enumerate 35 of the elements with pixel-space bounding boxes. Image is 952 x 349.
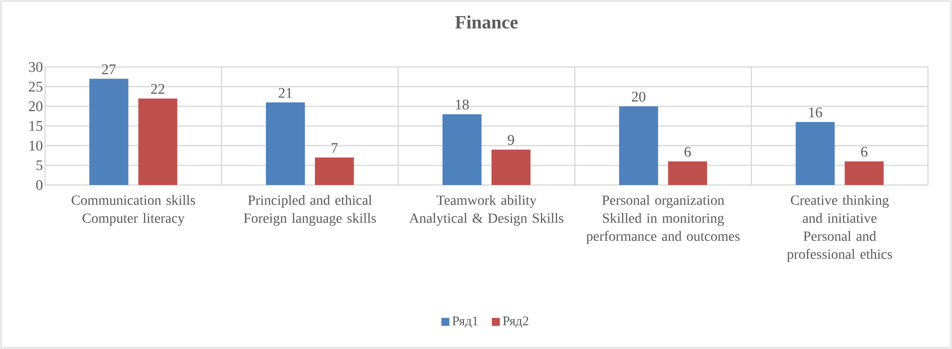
chart-title: Finance <box>455 15 518 29</box>
y-tick-label: 10 <box>30 140 42 151</box>
x-tick-label: Creative thinking and initiative Personal and professional ethics <box>787 195 892 262</box>
legend-label: Ряд1 <box>452 316 478 328</box>
bar <box>314 157 354 185</box>
y-tick-label: 25 <box>28 82 42 92</box>
data-label: 20 <box>632 92 646 102</box>
y-tick-label: 15 <box>30 121 42 131</box>
x-tick-label: Teamwork ability Analytical & Design Skills <box>409 195 564 226</box>
y-tick-label: 30 <box>29 62 42 72</box>
y-tick-label: 5 <box>36 160 42 170</box>
bar <box>138 98 178 185</box>
data-label: 6 <box>861 146 868 157</box>
data-label: 6 <box>684 146 691 157</box>
data-label: 9 <box>508 135 514 145</box>
bar <box>89 78 128 185</box>
data-label: 16 <box>809 108 822 118</box>
x-tick-label: Personal organization Skilled in monitoring performance and outcomes <box>586 195 740 244</box>
y-tick-label: 20 <box>28 101 42 112</box>
data-label: 22 <box>151 84 164 94</box>
data-label: 27 <box>102 64 116 74</box>
x-tick-label: Communication skills Computer literacy <box>72 195 196 226</box>
legend-label: Ряд2 <box>502 316 528 328</box>
bar <box>844 161 884 185</box>
data-label: 7 <box>332 143 338 153</box>
x-tick-label: Principled and ethical Foreign language skills <box>244 195 376 226</box>
bar <box>796 122 835 185</box>
bar <box>266 102 305 185</box>
data-label: 18 <box>456 100 469 110</box>
bar <box>668 161 708 185</box>
bar <box>492 150 530 185</box>
y-tick-label: 0 <box>36 180 42 190</box>
data-label: 21 <box>278 88 292 98</box>
bar <box>442 114 482 185</box>
bar <box>619 106 658 185</box>
